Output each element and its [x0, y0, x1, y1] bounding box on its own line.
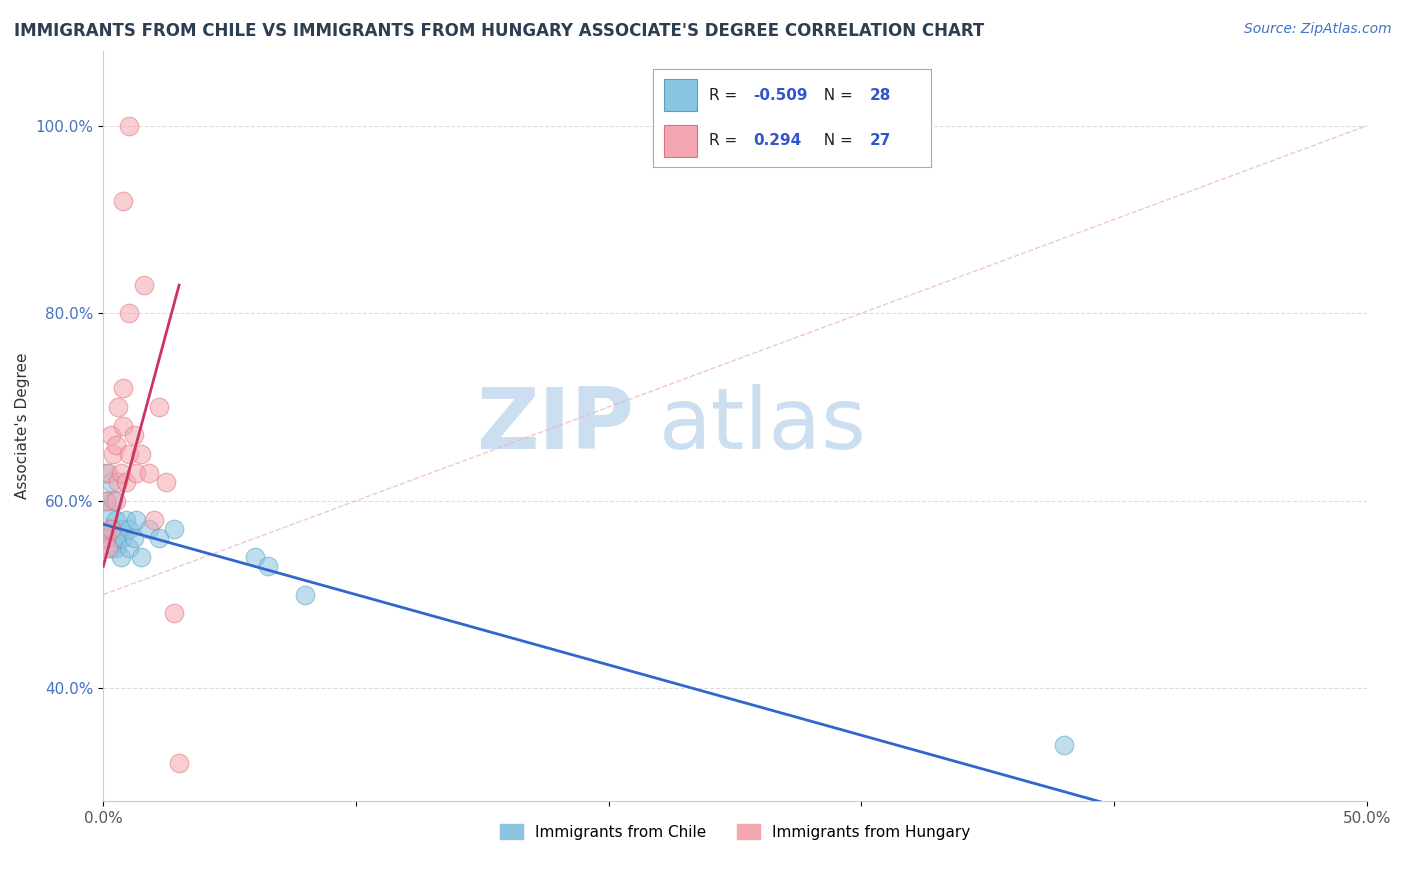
Point [163, 607, 186, 621]
Point [104, 493, 127, 508]
Point [117, 447, 139, 461]
Point [138, 466, 160, 480]
Text: ZIP: ZIP [477, 384, 634, 467]
Point [138, 522, 160, 536]
Point [100, 541, 122, 555]
Point [132, 278, 155, 293]
Point [115, 475, 138, 489]
Point [129, 447, 152, 461]
Point [167, 756, 190, 771]
Point [117, 306, 139, 320]
Legend: Immigrants from Chile, Immigrants from Hungary: Immigrants from Chile, Immigrants from H… [494, 818, 976, 846]
Point [122, 531, 145, 545]
Point [294, 588, 316, 602]
Point [256, 559, 278, 574]
Y-axis label: Associate's Degree: Associate's Degree [15, 352, 30, 499]
Point [100, 522, 122, 536]
Text: IMMIGRANTS FROM CHILE VS IMMIGRANTS FROM HUNGARY ASSOCIATE'S DEGREE CORRELATION : IMMIGRANTS FROM CHILE VS IMMIGRANTS FROM… [14, 22, 984, 40]
Point [110, 550, 132, 565]
Point [97, 522, 120, 536]
Point [104, 541, 127, 555]
Point [94, 531, 117, 545]
Point [97, 541, 120, 555]
Point [148, 531, 170, 545]
Text: atlas: atlas [659, 384, 868, 467]
Point [112, 418, 135, 433]
Point [100, 428, 122, 442]
Point [117, 119, 139, 133]
Point [115, 512, 138, 526]
Point [125, 466, 148, 480]
Point [117, 522, 139, 536]
Point [243, 550, 266, 565]
Point [94, 466, 117, 480]
Point [97, 466, 120, 480]
Point [103, 493, 125, 508]
Point [1052, 738, 1074, 752]
Point [103, 522, 125, 536]
Point [104, 512, 127, 526]
Point [112, 381, 135, 395]
Point [107, 531, 129, 545]
Point [155, 475, 177, 489]
Point [110, 522, 132, 536]
Point [122, 428, 145, 442]
Point [110, 466, 132, 480]
Point [112, 194, 135, 208]
Point [112, 531, 135, 545]
Point [117, 541, 139, 555]
Point [107, 400, 129, 414]
Point [129, 550, 152, 565]
Point [100, 475, 122, 489]
Point [163, 522, 186, 536]
Point [125, 512, 148, 526]
Point [94, 531, 117, 545]
Point [104, 437, 127, 451]
Point [148, 400, 170, 414]
Point [94, 493, 117, 508]
Point [142, 512, 165, 526]
Point [97, 503, 120, 517]
Point [94, 493, 117, 508]
Text: Source: ZipAtlas.com: Source: ZipAtlas.com [1244, 22, 1392, 37]
Point [103, 447, 125, 461]
Point [107, 475, 129, 489]
